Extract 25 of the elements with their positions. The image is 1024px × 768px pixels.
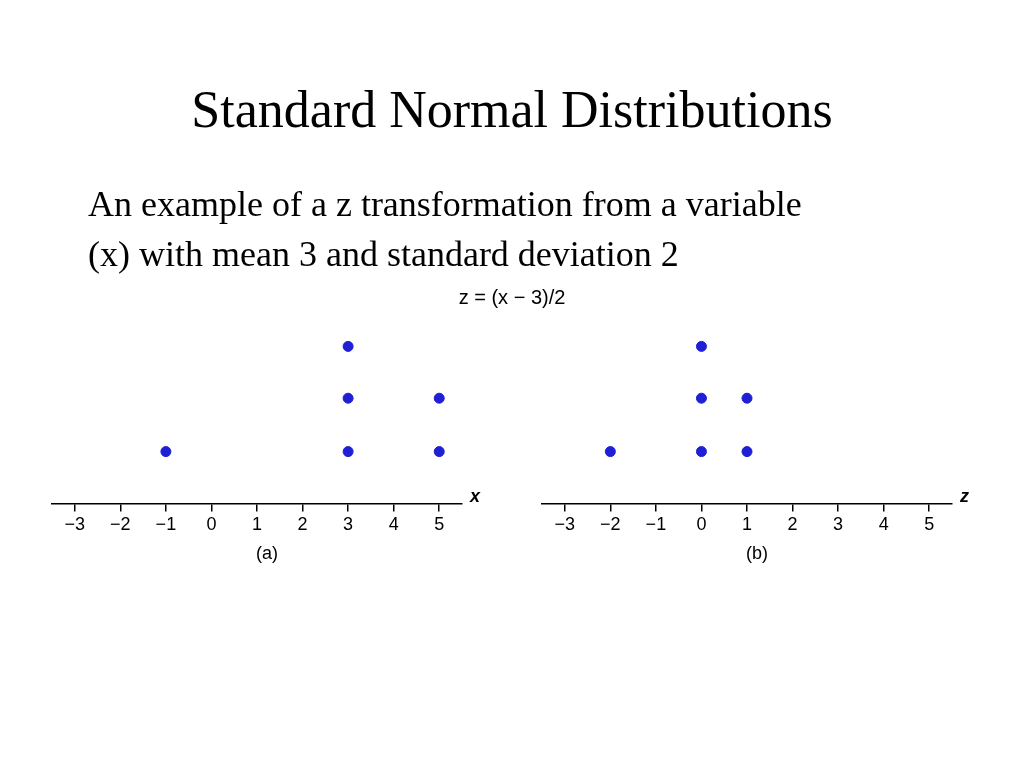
x-tick-label: 3 [833,513,844,534]
x-tick-label: 2 [787,513,798,534]
x-tick-label: 1 [251,513,263,534]
x-tick-label: −3 [64,513,86,534]
x-tick-label: −1 [645,513,667,534]
x-tick-label: −2 [110,513,131,534]
x-tick-label: −3 [554,513,576,534]
x-tick-label: 0 [206,513,217,534]
x-tick-label: 2 [297,513,308,534]
x-axis-title: z [959,486,969,507]
x-tick-label: 5 [924,513,935,534]
chart-title: Standard Normal Distributions [190,80,834,139]
chart-subtitle: An example of a z transformation from a variable (x) with mean 3 and standard deviation 2 [88,183,803,277]
x-tick-label: 4 [388,513,399,534]
text: z = (x − 3)/2 [457,285,567,309]
x-tick-label: −1 [155,513,177,534]
x-tick-label: −2 [600,513,621,534]
x-tick-label: 3 [343,513,354,534]
x-tick-label: 0 [696,513,707,534]
x-axis-title: x [469,486,481,507]
text: (b) [746,542,768,564]
x-tick-label: 4 [878,513,889,534]
text: (a) [256,542,278,564]
x-tick-label: 5 [434,513,445,534]
x-tick-label: 1 [741,513,753,534]
